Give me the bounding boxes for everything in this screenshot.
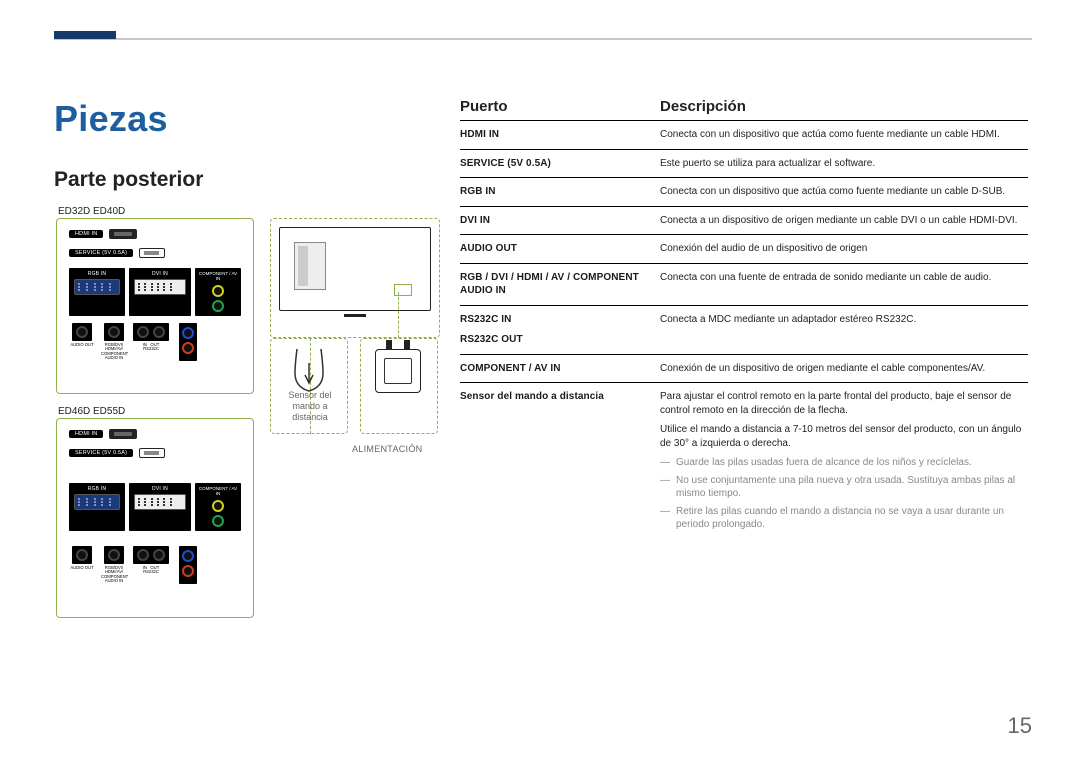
port-name: AUDIO OUT xyxy=(460,242,660,256)
jack-g-icon-2 xyxy=(212,515,224,527)
rs232c-label: IN OUTRS232C xyxy=(138,343,164,352)
table-row: RGB / DVI / HDMI / AV / COMPONENT AUDIO … xyxy=(460,263,1028,305)
tv-rear-diagram xyxy=(270,218,440,338)
psu-caption: ALIMENTACIÓN xyxy=(352,444,422,454)
bullet-text: No use conjuntamente una pila nueva y ot… xyxy=(676,474,1028,501)
rs-in-jack-icon xyxy=(137,326,149,338)
section-subtitle: Parte posterior xyxy=(54,168,203,192)
page-title: Piezas xyxy=(54,98,168,140)
table-row: RGB IN Conecta con un dispositivo que ac… xyxy=(460,177,1028,206)
bullet-text: Retire las pilas cuando el mando a dista… xyxy=(676,505,1028,532)
component-label-2: COMPONENT / AV IN xyxy=(198,487,238,497)
table-row: COMPONENT / AV IN Conexión de un disposi… xyxy=(460,354,1028,383)
hdmi-port-icon-2 xyxy=(109,429,137,439)
dvi-label: DVI IN xyxy=(134,271,186,277)
hdmi-label-2: HDMI IN xyxy=(69,430,103,438)
rgb-label: RGB IN xyxy=(74,271,120,277)
bullet-dash-icon: ― xyxy=(660,505,670,532)
model-group-1: ED32D ED40D xyxy=(58,206,125,217)
port-desc: Este puerto se utiliza para actualizar e… xyxy=(660,157,1028,171)
bullet-dash-icon: ― xyxy=(660,456,670,470)
jack-r-icon xyxy=(182,342,194,354)
audio-out-label: AUDIO OUT xyxy=(69,343,95,347)
component-label: COMPONENT / AV IN xyxy=(198,272,238,282)
dvi-port-icon-2 xyxy=(134,494,186,510)
port-desc: Conecta con un dispositivo que actúa com… xyxy=(660,185,1028,199)
dashline-psu xyxy=(398,292,399,338)
table-row: AUDIO OUT Conexión del audio de un dispo… xyxy=(460,234,1028,263)
audio-out-jack-icon xyxy=(76,326,88,338)
port-desc: Conexión de un dispositivo de origen med… xyxy=(660,362,1028,376)
usb-service-port-icon xyxy=(139,248,165,258)
ports-table: HDMI IN Conecta con un dispositivo que a… xyxy=(460,120,1028,543)
rs232c-label-2: IN OUTRS232C xyxy=(138,566,164,575)
port-desc xyxy=(660,333,1028,347)
audio-in-jack-icon xyxy=(108,326,120,338)
table-header-desc: Descripción xyxy=(660,98,746,115)
port-name: SERVICE (5V 0.5A) xyxy=(460,157,660,171)
port-name: RGB / DVI / HDMI / AV / COMPONENT AUDIO … xyxy=(460,271,660,298)
hdmi-label: HDMI IN xyxy=(69,230,103,238)
vga-port-icon xyxy=(74,279,120,295)
sensor-desc-1: Para ajustar el control remoto en la par… xyxy=(660,390,1028,417)
table-row: RS232C OUT xyxy=(460,333,1028,354)
jack-y-icon xyxy=(212,285,224,297)
hdmi-port-icon xyxy=(109,229,137,239)
page-number: 15 xyxy=(1008,713,1032,739)
port-desc: Conecta a MDC mediante un adaptador esté… xyxy=(660,313,1028,327)
bullet-dash-icon: ― xyxy=(660,474,670,501)
audio-in-jack-icon-2 xyxy=(108,549,120,561)
jack-b-icon-2 xyxy=(182,550,194,562)
audio-out-label-2: AUDIO OUT xyxy=(69,566,95,570)
port-panel-ed46d: HDMI IN SERVICE (5V 0.5A) RGB IN DVI IN … xyxy=(56,418,254,618)
vga-port-icon-2 xyxy=(74,494,120,510)
jack-g-icon xyxy=(212,300,224,312)
port-desc: Conecta con una fuente de entrada de son… xyxy=(660,271,1028,298)
port-panel-ed32d: HDMI IN SERVICE (5V 0.5A) RGB IN DVI IN … xyxy=(56,218,254,394)
audio-out-jack-icon-2 xyxy=(76,549,88,561)
jack-r-icon-2 xyxy=(182,565,194,577)
rs-out-jack-icon-2 xyxy=(153,549,165,561)
jack-y-icon-2 xyxy=(212,500,224,512)
port-name: HDMI IN xyxy=(460,128,660,142)
port-name: RS232C OUT xyxy=(460,333,660,347)
service-label-2: SERVICE (5V 0.5A) xyxy=(69,449,133,457)
table-header-port: Puerto xyxy=(460,98,508,115)
usb-service-port-icon-2 xyxy=(139,448,165,458)
dvi-port-icon xyxy=(134,279,186,295)
port-desc: Conecta con un dispositivo que actúa com… xyxy=(660,128,1028,142)
sensor-caption: Sensor del mando a distancia xyxy=(280,390,340,422)
table-row-sensor: Sensor del mando a distancia Para ajusta… xyxy=(460,382,1028,543)
header-rule xyxy=(54,38,1032,40)
port-name: COMPONENT / AV IN xyxy=(460,362,660,376)
model-group-2: ED46D ED55D xyxy=(58,406,125,417)
rs-in-jack-icon-2 xyxy=(137,549,149,561)
jack-b-icon xyxy=(182,327,194,339)
audio-in-label: RGB/DVI/HDMI/AV/COMPONENTAUDIO IN xyxy=(101,343,127,361)
rgb-label-2: RGB IN xyxy=(74,486,120,492)
power-supply-diagram xyxy=(360,338,438,434)
port-name: RGB IN xyxy=(460,185,660,199)
port-desc: Conexión del audio de un dispositivo de … xyxy=(660,242,1028,256)
table-row: DVI IN Conecta a un dispositivo de orige… xyxy=(460,206,1028,235)
port-name: Sensor del mando a distancia xyxy=(460,390,660,536)
rs-out-jack-icon xyxy=(153,326,165,338)
bullet-text: Guarde las pilas usadas fuera de alcance… xyxy=(676,456,972,470)
sensor-desc-2: Utilice el mando a distancia a 7-10 metr… xyxy=(660,423,1028,450)
port-name: DVI IN xyxy=(460,214,660,228)
table-row: HDMI IN Conecta con un dispositivo que a… xyxy=(460,120,1028,149)
audio-in-label-2: RGB/DVI/HDMI/AV/COMPONENTAUDIO IN xyxy=(101,566,127,584)
dvi-label-2: DVI IN xyxy=(134,486,186,492)
port-desc: Para ajustar el control remoto en la par… xyxy=(660,390,1028,536)
port-name: RS232C IN xyxy=(460,313,660,327)
port-desc: Conecta a un dispositivo de origen media… xyxy=(660,214,1028,228)
header-accent-block xyxy=(54,31,116,39)
table-row: SERVICE (5V 0.5A) Este puerto se utiliza… xyxy=(460,149,1028,178)
service-label: SERVICE (5V 0.5A) xyxy=(69,249,133,257)
manual-page: Piezas Parte posterior ED32D ED40D HDMI … xyxy=(0,0,1080,763)
table-row: RS232C IN Conecta a MDC mediante un adap… xyxy=(460,305,1028,334)
